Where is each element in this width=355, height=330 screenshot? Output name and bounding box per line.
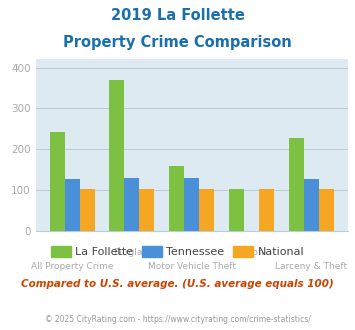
Bar	[304, 179, 319, 231]
Bar	[125, 178, 140, 231]
Bar	[109, 80, 125, 231]
Bar	[259, 189, 274, 231]
Text: 2019 La Follette: 2019 La Follette	[110, 8, 245, 23]
Bar	[199, 189, 214, 231]
Text: Motor Vehicle Theft: Motor Vehicle Theft	[148, 262, 236, 271]
Bar	[80, 189, 94, 231]
Bar	[169, 166, 184, 231]
Bar	[289, 138, 304, 231]
Text: Arson: Arson	[239, 248, 264, 257]
Bar	[140, 189, 154, 231]
Bar	[184, 178, 199, 231]
Text: Compared to U.S. average. (U.S. average equals 100): Compared to U.S. average. (U.S. average …	[21, 279, 334, 289]
Text: © 2025 CityRating.com - https://www.cityrating.com/crime-statistics/: © 2025 CityRating.com - https://www.city…	[45, 315, 310, 324]
Text: Burglary: Burglary	[113, 248, 151, 257]
Bar	[319, 189, 334, 231]
Text: Larceny & Theft: Larceny & Theft	[275, 262, 347, 271]
Text: Property Crime Comparison: Property Crime Comparison	[63, 35, 292, 50]
Bar	[229, 189, 244, 231]
Legend: La Follette, Tennessee, National: La Follette, Tennessee, National	[46, 242, 309, 261]
Bar	[65, 179, 80, 231]
Bar	[50, 132, 65, 231]
Text: All Property Crime: All Property Crime	[31, 262, 113, 271]
